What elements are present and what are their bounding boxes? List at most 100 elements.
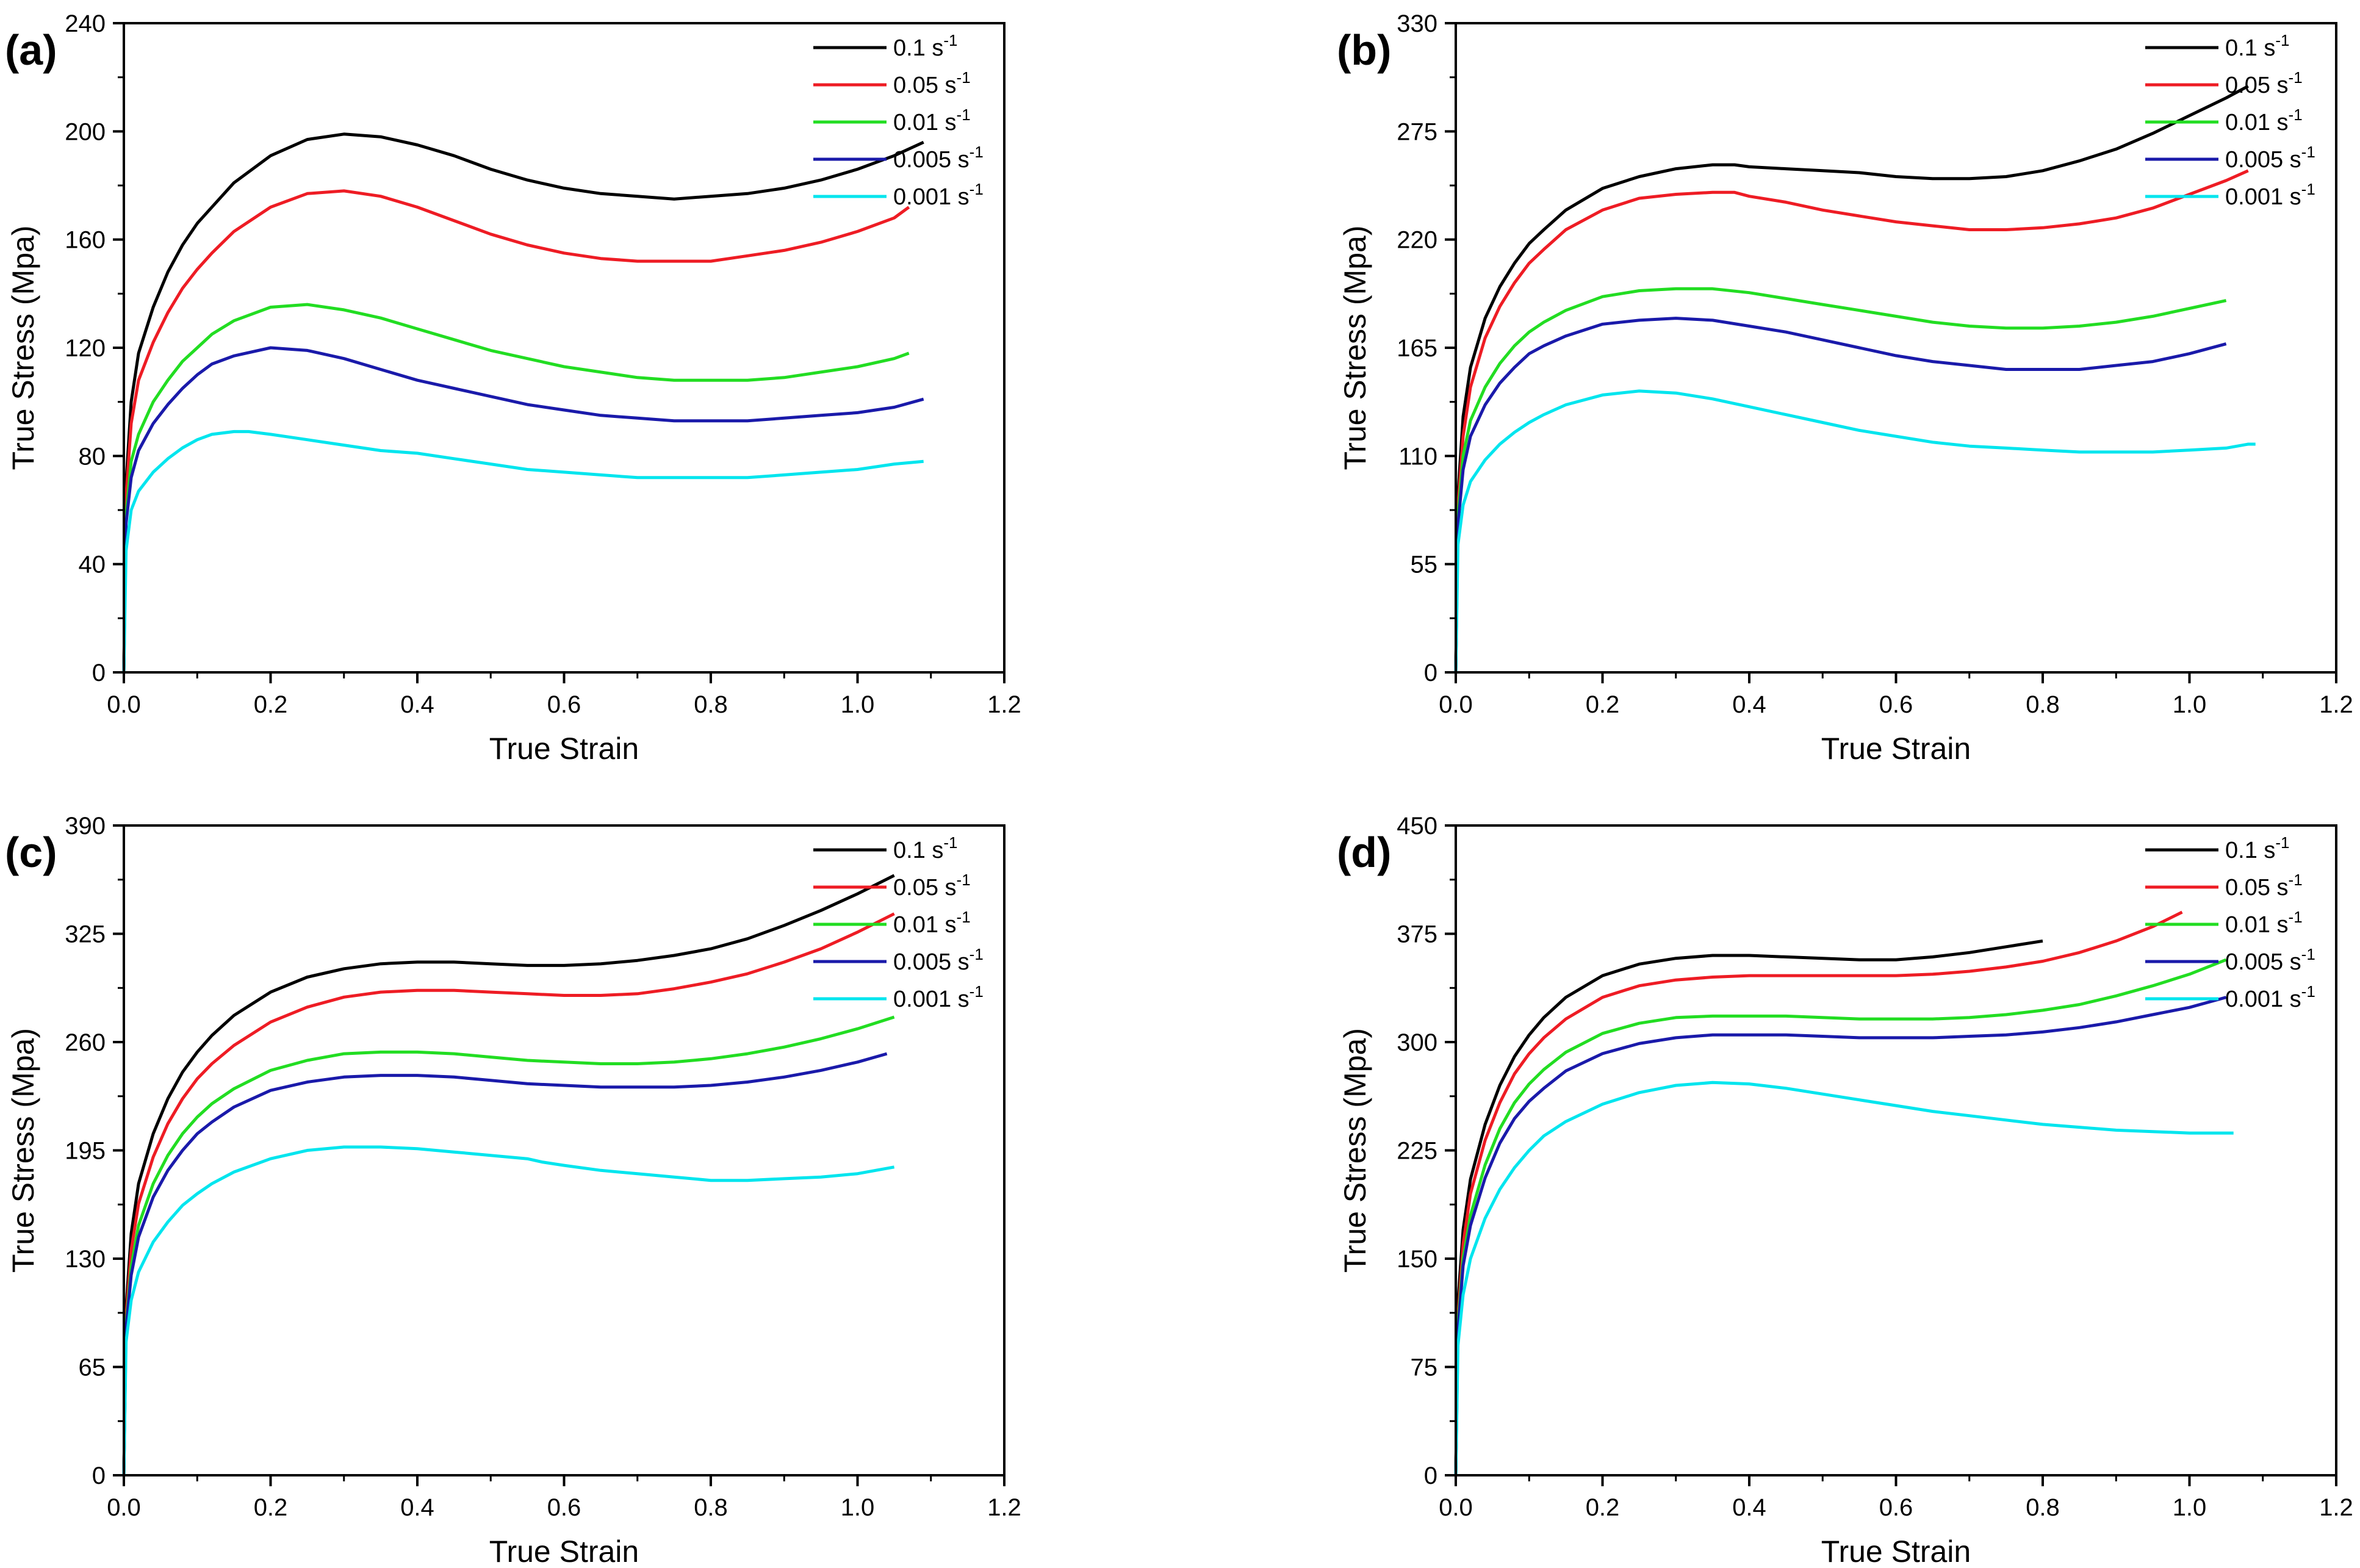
x-tick-label: 0.8: [694, 1494, 728, 1521]
x-axis-title: True Strain: [489, 1534, 639, 1568]
legend-label-2: 0.01 s-1: [2225, 908, 2303, 938]
legend-rate-text: 0.001 s: [2225, 987, 2301, 1012]
legend-rate-text: 0.005 s: [2225, 949, 2301, 975]
x-tick-label: 0.0: [107, 691, 141, 718]
legend-unit-exponent: -1: [2301, 982, 2315, 1001]
legend-rate-text: 0.005 s: [2225, 147, 2301, 173]
series-line-0-1: [122, 189, 910, 673]
y-tick-label: 75: [1411, 1354, 1438, 1381]
x-tick-label: 1.0: [2173, 691, 2207, 718]
legend-unit-exponent: -1: [2301, 143, 2315, 161]
y-tick-label: 220: [1397, 227, 1437, 254]
y-tick-label: 375: [1397, 921, 1437, 948]
y-axis-title: True Stress (Mpa): [1338, 1028, 1372, 1273]
legend-label-3: 0.005 s-1: [2225, 143, 2315, 173]
series-line-1-1: [1454, 169, 2249, 673]
legend-rate-text: 0.001 s: [893, 184, 970, 210]
series-line-2-1: [122, 912, 895, 1476]
legend-label-0: 0.1 s-1: [893, 31, 958, 61]
legend-rate-text: 0.1 s: [893, 35, 943, 61]
y-tick-label: 225: [1397, 1138, 1437, 1165]
series-line-0-0: [122, 132, 924, 673]
legend-rate-text: 0.05 s: [2225, 73, 2289, 98]
y-tick-label: 120: [65, 335, 106, 362]
y-tick-label: 150: [1397, 1246, 1437, 1273]
legend-unit-exponent: -1: [2301, 180, 2315, 198]
x-tick-label: 0.2: [1586, 1494, 1620, 1521]
y-axis-title: True Stress (Mpa): [6, 225, 40, 470]
x-axis-title: True Strain: [489, 732, 639, 766]
x-tick-label: 0.6: [1879, 1494, 1913, 1521]
panel-label: (d): [1337, 829, 1391, 876]
x-tick-label: 0.2: [254, 1494, 288, 1521]
series-line-0-4: [122, 430, 924, 673]
legend-label-0: 0.1 s-1: [2225, 31, 2290, 61]
legend-label-3: 0.005 s-1: [893, 945, 984, 975]
y-tick-label: 450: [1397, 813, 1437, 840]
legend-label-1: 0.05 s-1: [893, 68, 971, 98]
legend-label-4: 0.001 s-1: [2225, 180, 2315, 210]
chart-panel-1: 0.0 0.2 0.4 0.6 0.8 1.0 1.2 0 55 110 165 220 275 330 T…: [1337, 10, 2353, 766]
legend-rate-text: 0.01 s: [893, 110, 957, 135]
y-tick-label: 65: [79, 1354, 106, 1381]
x-tick-label: 0.2: [254, 691, 288, 718]
legend-rate-text: 0.005 s: [893, 949, 970, 975]
y-tick-label: 110: [1398, 443, 1437, 470]
y-tick-label: 130: [65, 1246, 106, 1273]
y-tick-label: 165: [1397, 335, 1437, 362]
y-tick-label: 40: [79, 552, 106, 578]
x-tick-label: 0.0: [107, 1494, 141, 1521]
series-line-1-3: [1454, 317, 2227, 673]
series-line-2-0: [122, 874, 895, 1476]
legend-unit-exponent: -1: [970, 180, 984, 198]
legend-rate-text: 0.01 s: [893, 912, 957, 938]
legend-label-1: 0.05 s-1: [893, 871, 971, 901]
x-tick-label: 0.8: [2026, 1494, 2060, 1521]
legend-label-2: 0.01 s-1: [893, 106, 971, 135]
legend-unit-exponent: -1: [943, 31, 957, 49]
legend-rate-text: 0.01 s: [2225, 110, 2289, 135]
legend-label-3: 0.005 s-1: [893, 143, 984, 173]
legend-unit-exponent: -1: [970, 945, 984, 963]
x-tick-label: 0.2: [1586, 691, 1620, 718]
legend-unit-exponent: -1: [2289, 871, 2303, 889]
x-tick-label: 1.2: [2319, 1494, 2353, 1521]
y-tick-label: 300: [1397, 1029, 1437, 1056]
legend-unit-exponent: -1: [970, 982, 984, 1001]
x-tick-label: 0.8: [694, 691, 728, 718]
legend-rate-text: 0.05 s: [893, 875, 957, 901]
legend-unit-exponent: -1: [2301, 945, 2315, 963]
y-axis-title: True Stress (Mpa): [1338, 225, 1372, 470]
legend-unit-exponent: -1: [943, 833, 957, 852]
legend-unit-exponent: -1: [2275, 833, 2289, 852]
chart-panel-0: 0.0 0.2 0.4 0.6 0.8 1.0 1.2 0 40 80 120 160 200 240 Tr…: [5, 10, 1021, 766]
legend-unit-exponent: -1: [2289, 68, 2303, 87]
y-tick-label: 330: [1397, 10, 1437, 37]
legend-unit-exponent: -1: [2275, 31, 2289, 49]
y-tick-label: 55: [1411, 552, 1438, 578]
legend-rate-text: 0.05 s: [893, 73, 957, 98]
legend-unit-exponent: -1: [957, 68, 971, 87]
series-line-2-3: [122, 1052, 888, 1476]
legend-label-1: 0.05 s-1: [2225, 871, 2303, 901]
x-tick-label: 0.6: [1879, 691, 1913, 718]
y-tick-label: 160: [65, 227, 106, 254]
series-line-1-2: [1454, 287, 2227, 673]
panel-label: (c): [5, 829, 57, 876]
x-tick-label: 0.6: [547, 691, 581, 718]
y-tick-label: 275: [1397, 118, 1437, 145]
x-axis-title: True Strain: [1821, 732, 1971, 766]
series-line-0-3: [122, 346, 924, 673]
legend-unit-exponent: -1: [957, 908, 971, 926]
y-tick-label: 0: [92, 1462, 106, 1489]
legend-rate-text: 0.001 s: [893, 987, 970, 1012]
y-tick-label: 195: [65, 1138, 106, 1165]
legend-label-1: 0.05 s-1: [2225, 68, 2303, 98]
legend-label-4: 0.001 s-1: [2225, 982, 2315, 1012]
x-tick-label: 0.0: [1439, 691, 1473, 718]
legend-label-0: 0.1 s-1: [2225, 833, 2290, 863]
legend-rate-text: 0.05 s: [2225, 875, 2289, 901]
chart-panel-2: 0.0 0.2 0.4 0.6 0.8 1.0 1.2 0 65 130 195 260 325 390 T…: [5, 813, 1021, 1568]
y-axis-title: True Stress (Mpa): [6, 1028, 40, 1273]
